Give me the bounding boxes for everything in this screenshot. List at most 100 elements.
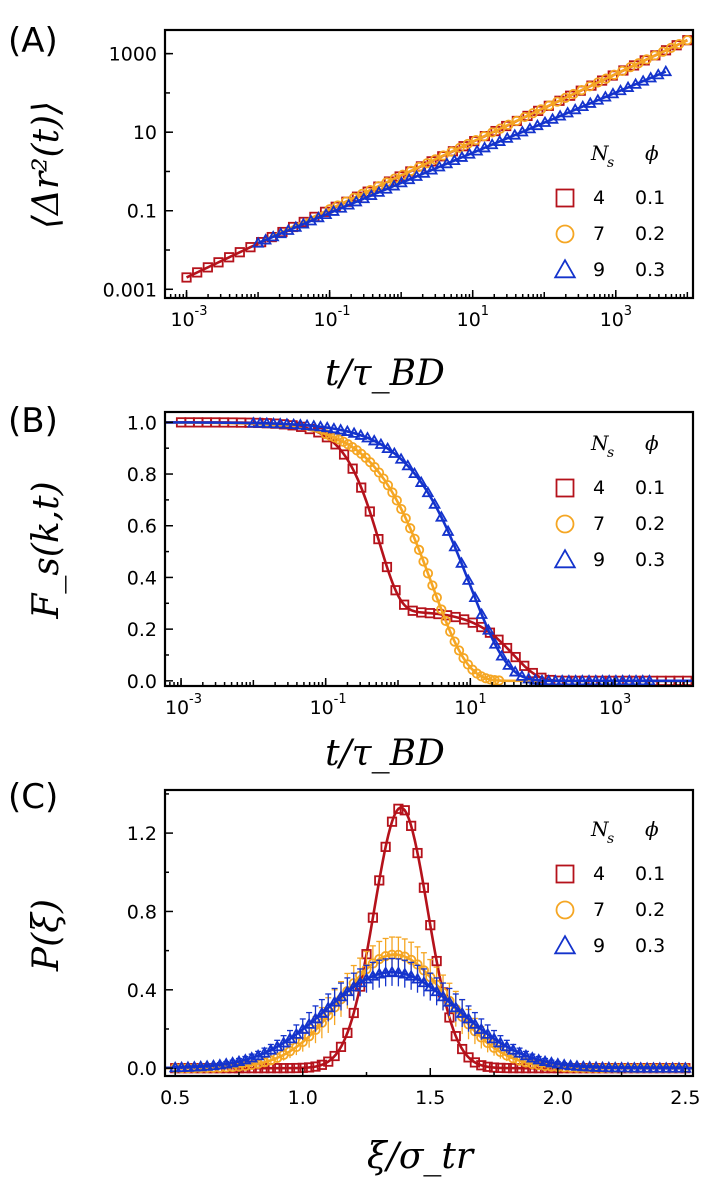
data-point-marker — [414, 475, 428, 487]
data-point-marker — [175, 1060, 188, 1073]
y-tick-label: 0.0 — [127, 1058, 157, 1080]
legend-marker-triangle — [553, 934, 577, 955]
data-point-marker — [576, 1060, 590, 1072]
data-point-marker — [428, 497, 442, 509]
panel-c-plot-area — [165, 803, 693, 1074]
panel-b: (B) 10 -3 10 -1 10 1 10 3 0.00.20.40.60.81.0 t/… — [8, 401, 695, 774]
data-point-marker — [482, 1061, 493, 1072]
data-point-marker — [361, 431, 374, 443]
data-point-marker — [327, 422, 341, 434]
data-point-marker — [202, 262, 213, 273]
data-point-marker — [386, 816, 398, 827]
x-tick-label-exponent: 1 — [478, 692, 486, 707]
legend-header-ns-subscript: s — [607, 155, 614, 171]
data-point-marker — [519, 660, 530, 671]
data-point-marker — [519, 111, 530, 123]
data-point-marker — [422, 158, 433, 169]
data-point-marker — [253, 416, 267, 428]
legend-header-ns: N — [590, 431, 610, 455]
y-tick-label: 10 — [133, 122, 157, 144]
x-tick-label: 1.5 — [415, 1087, 445, 1109]
legend-phi-value: 0.2 — [635, 223, 665, 245]
legend-ns-value: 4 — [593, 187, 605, 209]
y-tick-label: 0.0 — [127, 671, 157, 693]
panel-c-series-2-fit-line — [165, 953, 693, 1070]
data-point-marker — [478, 131, 490, 142]
data-point-marker — [481, 623, 495, 635]
data-point-marker — [568, 88, 579, 100]
data-point-marker — [549, 674, 562, 686]
data-point-marker — [640, 1061, 654, 1073]
x-tick-label: 2.0 — [543, 1087, 573, 1109]
data-point-marker — [418, 556, 429, 567]
x-tick-label: 10 — [454, 697, 478, 719]
data-point-marker — [406, 820, 417, 831]
data-point-marker — [455, 1006, 469, 1018]
x-tick-label: 0.5 — [160, 1087, 190, 1109]
data-point-marker — [192, 267, 203, 278]
data-point-marker — [592, 77, 604, 88]
panel-c: (C) 0.5 1.0 1.5 2.0 2.5 0.00.40.81.2 ξ/σ_tr … — [8, 777, 700, 1177]
legend-marker-circle — [555, 514, 575, 534]
x-tick-label-exponent: -3 — [189, 692, 202, 707]
data-point-marker — [293, 418, 307, 430]
panel-a-x-ticks: 10 -3 10 -1 10 1 10 3 — [164, 290, 689, 331]
panel-b-y-ticks: 0.0 0.2 0.4 0.6 0.8 1.0 — [127, 412, 173, 693]
data-point-marker — [468, 590, 482, 603]
legend-header-phi: ϕ — [645, 431, 659, 455]
legend-marker-triangle — [553, 258, 577, 279]
data-point-marker — [373, 181, 384, 192]
data-point-marker — [495, 123, 506, 134]
data-point-marker — [329, 1050, 340, 1062]
data-point-marker — [401, 459, 415, 471]
data-point-marker — [494, 1036, 507, 1048]
data-point-marker — [374, 437, 388, 449]
data-point-marker — [382, 480, 394, 491]
legend-header-ns-subscript: s — [607, 831, 614, 847]
x-tick-label-exponent: 1 — [481, 304, 489, 319]
data-point-marker — [608, 1061, 622, 1073]
panel-b-plot-area — [165, 416, 693, 686]
data-point-marker — [501, 1062, 512, 1074]
data-point-marker — [347, 463, 358, 474]
data-point-marker — [555, 674, 569, 686]
y-tick-label: 0.1 — [127, 201, 157, 223]
data-point-marker — [462, 1012, 475, 1024]
data-point-marker — [453, 645, 465, 656]
data-point-marker — [564, 1058, 577, 1071]
data-point-marker — [544, 100, 555, 111]
data-point-marker — [335, 1041, 347, 1052]
data-point-marker — [515, 669, 529, 681]
legend-marker-circle — [555, 224, 575, 244]
data-point-marker — [513, 1046, 526, 1058]
data-point-marker — [454, 142, 465, 153]
data-point-marker — [284, 1063, 296, 1074]
data-point-marker — [287, 417, 301, 430]
data-point-marker — [616, 674, 629, 686]
data-point-marker — [399, 599, 410, 610]
data-point-marker — [627, 1061, 641, 1073]
data-point-marker — [405, 523, 416, 534]
data-point-marker — [569, 674, 582, 686]
data-point-marker — [436, 604, 447, 615]
legend-phi-value: 0.2 — [635, 899, 665, 921]
panel-b-series-1-fit-line — [165, 421, 693, 683]
data-point-marker — [374, 875, 385, 886]
panel-a-legend: Ns ϕ 4 0.1 7 0.2 9 0.3 — [553, 141, 665, 281]
x-tick-label: 10 — [165, 697, 189, 719]
data-point-marker — [551, 1057, 565, 1069]
data-point-marker — [265, 1055, 276, 1066]
data-point-marker — [400, 513, 411, 524]
data-point-marker — [438, 150, 449, 161]
data-point-marker — [508, 1063, 519, 1074]
data-point-marker — [511, 115, 522, 126]
data-point-marker — [342, 1027, 353, 1039]
data-point-marker — [440, 615, 451, 626]
data-point-marker — [674, 38, 685, 50]
panel-c-frame — [163, 788, 695, 1078]
data-point-marker — [633, 58, 644, 69]
legend-marker-square — [555, 864, 575, 884]
data-point-marker — [647, 1061, 660, 1073]
data-point-marker — [381, 177, 392, 188]
data-point-marker — [425, 920, 436, 931]
